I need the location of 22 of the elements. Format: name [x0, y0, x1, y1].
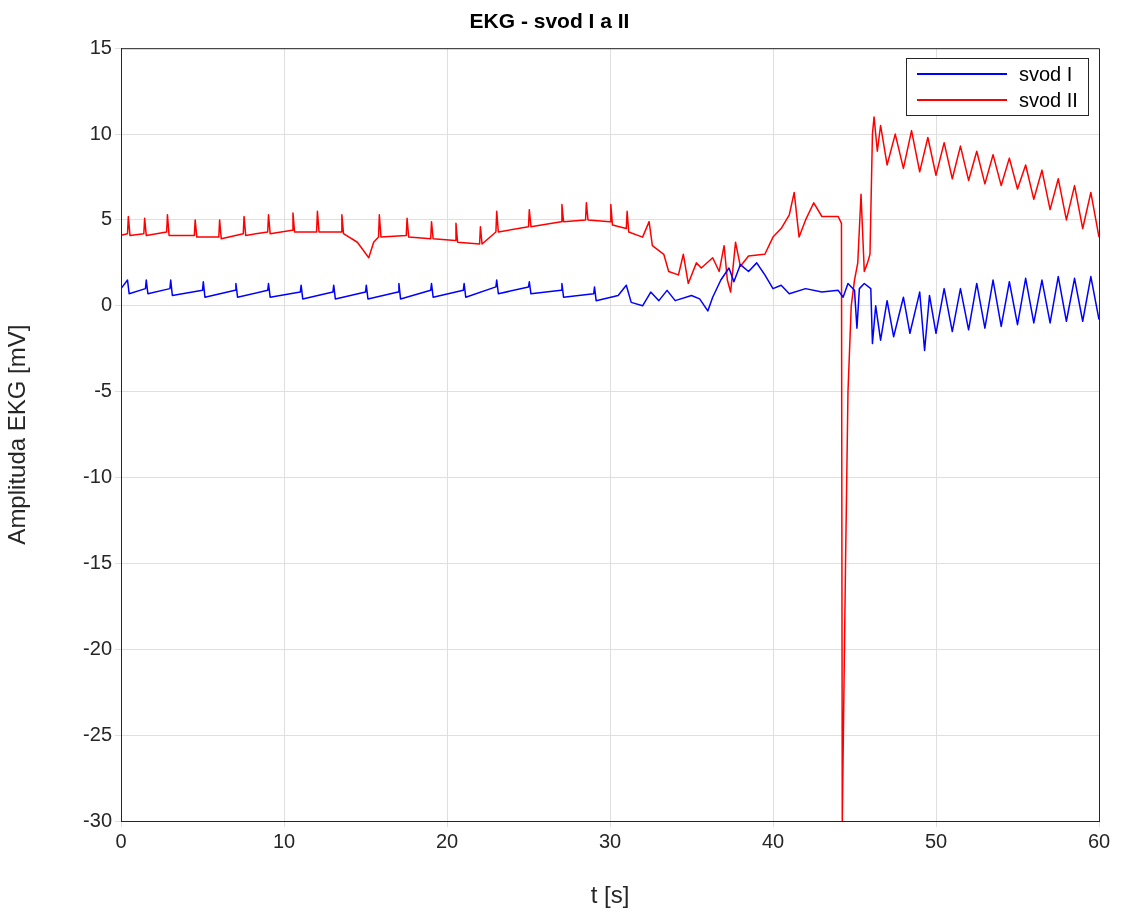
y-tick-label: -20 — [83, 636, 112, 659]
y-tick-label: -5 — [94, 379, 112, 402]
x-axis-title: t [s] — [590, 881, 630, 909]
x-tick-label: 0 — [115, 829, 127, 852]
x-tick-label: 50 — [924, 829, 948, 852]
y-tick-label: 5 — [100, 207, 112, 230]
legend-label: svod II — [1019, 88, 1078, 112]
y-tick-label: 0 — [100, 293, 112, 316]
x-tick-label: 40 — [761, 829, 785, 852]
x-tick-label: 10 — [272, 829, 296, 852]
legend-label: svod I — [1019, 62, 1073, 86]
y-tick-label: 10 — [89, 121, 112, 144]
x-tick-label: 60 — [1087, 829, 1111, 852]
y-tick-label: -30 — [83, 808, 112, 831]
y-tick-label: -15 — [83, 550, 112, 573]
y-tick-label: -25 — [83, 722, 112, 745]
chart-title: EKG - svod I a II — [469, 9, 630, 33]
x-tick-label: 20 — [435, 829, 459, 852]
y-tick-label: 15 — [89, 35, 112, 58]
y-axis-title: Amplituda EKG [mV] — [3, 324, 31, 545]
y-tick-label: -10 — [83, 465, 112, 488]
x-tick-label: 30 — [598, 829, 622, 852]
